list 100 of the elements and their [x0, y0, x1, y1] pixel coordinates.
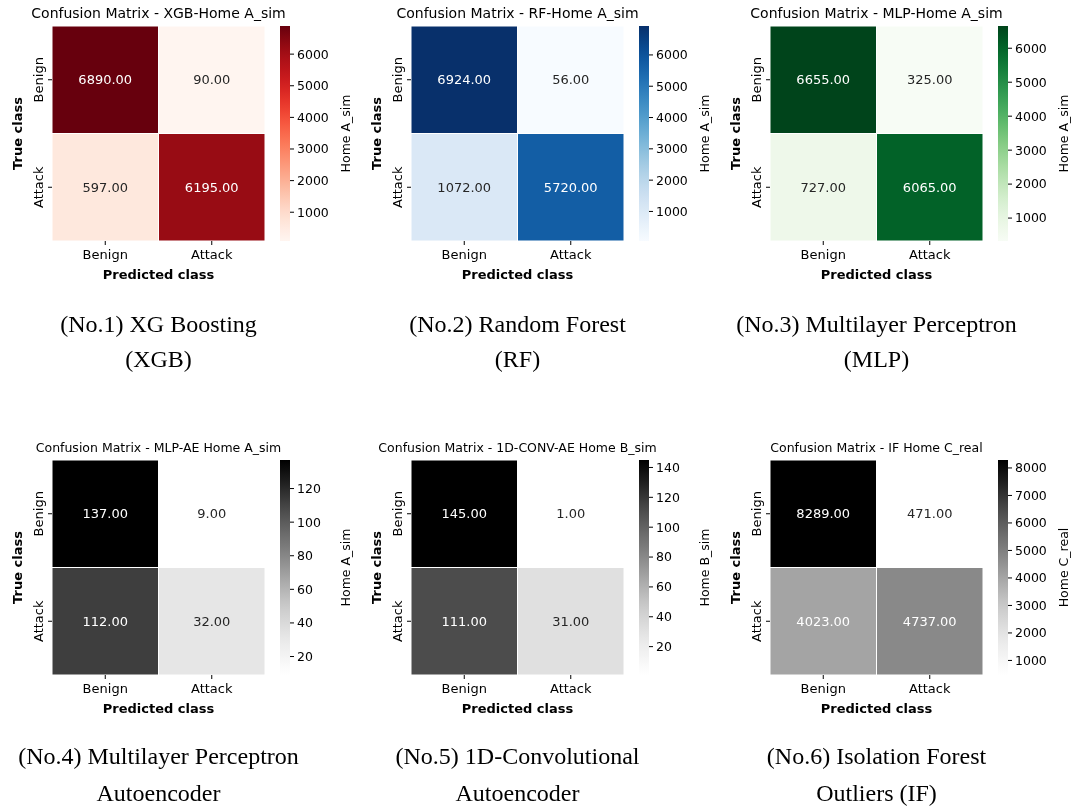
- color-bar-label: 80: [656, 549, 672, 565]
- color-bar-label: 40: [656, 609, 672, 625]
- color-bar-label: 3000: [656, 141, 688, 157]
- color-bar-label: 1000: [1015, 652, 1047, 668]
- color-bar-label: 140: [656, 459, 680, 475]
- color-bar-label: 20: [656, 639, 672, 655]
- x-tick-label: Attack: [190, 247, 233, 262]
- chart-title: Confusion Matrix - RF-Home A_sim: [396, 5, 639, 21]
- color-bar-label: 2000: [1015, 625, 1047, 641]
- y-tick-label: Benign: [749, 57, 764, 103]
- chart-title: Confusion Matrix - XGB-Home A_sim: [31, 5, 286, 21]
- data-label: 4737.00: [902, 613, 957, 629]
- data-label: 31.00: [552, 613, 590, 629]
- color-bar-label: 60: [656, 579, 672, 595]
- color-bar-label: 4000: [656, 109, 688, 125]
- y-tick-label: Benign: [390, 57, 405, 103]
- color-bar-label: 4000: [1015, 570, 1047, 586]
- x-axis-title: Predicted class: [102, 701, 215, 716]
- data-label: 32.00: [193, 613, 231, 629]
- x-tick-label: Attack: [190, 681, 233, 696]
- y-tick-label: Attack: [31, 600, 46, 643]
- text: (MLP): [843, 346, 910, 372]
- x-tick-label: Benign: [82, 247, 128, 262]
- color-bar-label: 60: [297, 581, 313, 597]
- data-label: 4023.00: [796, 613, 851, 629]
- data-label: 8289.00: [796, 506, 851, 522]
- data-label: 112.00: [82, 613, 128, 629]
- text: (No.3) Multilayer Perceptron: [736, 311, 1017, 337]
- x-axis-title: Predicted class: [461, 267, 574, 282]
- text: (RF): [494, 346, 541, 372]
- color-bar-label: 4000: [1015, 108, 1047, 124]
- data-label: 6655.00: [796, 72, 851, 88]
- color-bar-label: 3000: [1015, 597, 1047, 613]
- y-tick-label: Benign: [749, 491, 764, 537]
- color-bar-title: Home A_sim: [1056, 94, 1071, 173]
- color-bar-label: 80: [297, 548, 313, 564]
- color-bar-label: 5000: [1015, 542, 1047, 558]
- color-bar-label: 100: [297, 514, 321, 530]
- y-tick-label: Benign: [31, 491, 46, 537]
- color-bar-title: Home B_sim: [697, 528, 712, 607]
- x-axis-title: Predicted class: [102, 267, 215, 282]
- data-label: 6924.00: [437, 72, 492, 88]
- data-label: 325.00: [907, 72, 953, 88]
- y-tick-label: Benign: [31, 57, 46, 103]
- color-bar-label: 1000: [1015, 210, 1047, 226]
- data-label: 137.00: [82, 506, 128, 522]
- chart-title: Confusion Matrix - MLP-AE Home A_sim: [35, 440, 282, 455]
- color-bar-label: 1000: [656, 203, 688, 219]
- color-bar-label: 2000: [1015, 176, 1047, 192]
- x-tick-label: Benign: [441, 247, 487, 262]
- text: Autoencoder: [96, 780, 221, 806]
- data-label: 6890.00: [78, 72, 133, 88]
- data-label: 471.00: [907, 506, 953, 522]
- x-axis-title: Predicted class: [461, 701, 574, 716]
- x-tick-label: Attack: [908, 247, 951, 262]
- color-bar-label: 100: [656, 519, 680, 535]
- y-axis-title: True class: [369, 96, 384, 170]
- x-tick-label: Attack: [549, 247, 592, 262]
- color-bar-label: 40: [297, 615, 313, 631]
- text: Autoencoder: [455, 780, 580, 806]
- chart-title: Confusion Matrix - MLP-Home A_sim: [750, 5, 1003, 21]
- color-bar-label: 3000: [297, 141, 329, 157]
- chart-title: Confusion Matrix - IF Home C_real: [770, 440, 983, 455]
- text: (No.6) Isolation Forest: [766, 743, 987, 769]
- color-bar-label: 5000: [297, 78, 329, 94]
- data-label: 6065.00: [902, 179, 957, 195]
- text: (No.1) XG Boosting: [60, 311, 257, 337]
- data-label: 56.00: [552, 72, 590, 88]
- y-axis-title: True class: [728, 96, 743, 170]
- text: (No.5) 1D-Convolutional: [395, 743, 640, 769]
- color-bar-title: Home A_sim: [338, 528, 353, 607]
- color-bar-label: 20: [297, 648, 313, 664]
- text: Outliers (IF): [816, 780, 937, 806]
- color-bar-title: Home C_real: [1056, 527, 1071, 608]
- color-bar-title: Home A_sim: [697, 94, 712, 173]
- color-bar-label: 120: [656, 489, 680, 505]
- data-label: 111.00: [441, 613, 487, 629]
- text: (No.2) Random Forest: [409, 311, 627, 337]
- y-axis-title: True class: [728, 530, 743, 604]
- color-bar-label: 5000: [1015, 74, 1047, 90]
- data-label: 6195.00: [184, 179, 239, 195]
- x-axis-title: Predicted class: [820, 701, 933, 716]
- x-tick-label: Benign: [82, 681, 128, 696]
- y-tick-label: Attack: [31, 166, 46, 209]
- chart-title: Confusion Matrix - 1D-CONV-AE Home B_sim: [378, 440, 657, 455]
- data-label: 1.00: [556, 506, 586, 522]
- color-bar-label: 4000: [297, 109, 329, 125]
- color-bar-label: 1000: [297, 204, 329, 220]
- data-label: 727.00: [800, 179, 846, 195]
- x-tick-label: Attack: [908, 681, 951, 696]
- y-axis-title: True class: [10, 96, 25, 170]
- data-label: 9.00: [197, 506, 227, 522]
- data-label: 90.00: [193, 72, 231, 88]
- color-bar-label: 3000: [1015, 142, 1047, 158]
- x-tick-label: Benign: [800, 247, 846, 262]
- y-tick-label: Attack: [749, 166, 764, 209]
- data-label: 145.00: [441, 506, 487, 522]
- color-bar-label: 2000: [656, 172, 688, 188]
- color-bar-title: Home A_sim: [338, 94, 353, 173]
- color-bar-label: 8000: [1015, 460, 1047, 476]
